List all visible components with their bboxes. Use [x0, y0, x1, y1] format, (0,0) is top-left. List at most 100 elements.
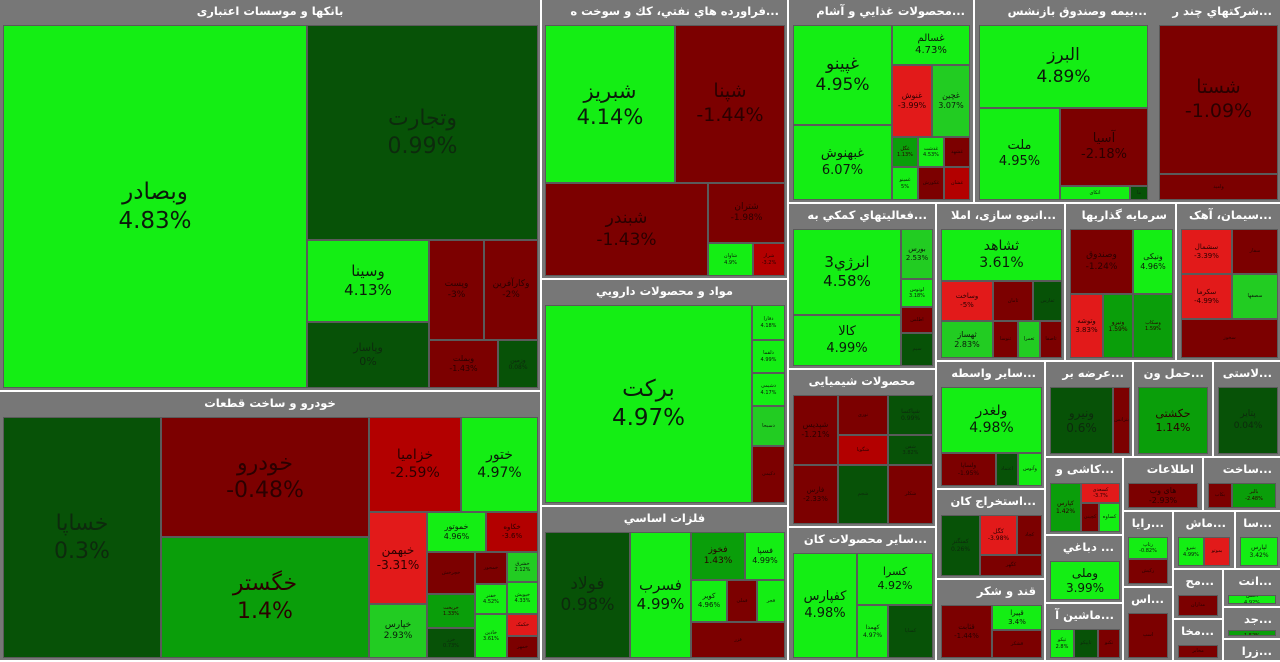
- stock-tile[interactable]: فسپا 4.99%: [745, 532, 785, 580]
- stock-tile[interactable]: غکورش: [918, 167, 944, 200]
- sector-title[interactable]: ...ماش: [1185, 516, 1226, 530]
- sector-title[interactable]: خودرو و ساخت قطعات: [204, 396, 336, 410]
- stock-tile[interactable]: خگستر 1.4%: [161, 537, 369, 658]
- stock-tile[interactable]: رتاپ -0.82%: [1128, 537, 1168, 559]
- sector-title[interactable]: ... دباغي: [1062, 540, 1114, 554]
- stock-tile[interactable]: تکنو: [1098, 629, 1120, 658]
- stock-tile[interactable]: ثعمرا: [1018, 321, 1040, 358]
- stock-tile[interactable]: ثهساز 2.83%: [941, 321, 993, 358]
- stock-tile[interactable]: کگل -3.98%: [980, 515, 1017, 555]
- stock-tile[interactable]: خموتور 4.96%: [427, 512, 486, 552]
- sector-title[interactable]: ...جد: [1243, 612, 1272, 626]
- stock-tile[interactable]: کساپا: [888, 605, 933, 658]
- stock-tile[interactable]: وکارآفرین -2%: [484, 240, 538, 340]
- stock-tile[interactable]: نوری: [838, 395, 888, 435]
- stock-tile[interactable]: آسیا -2.18%: [1060, 108, 1148, 186]
- stock-tile[interactable]: تاپیکو: [1074, 629, 1098, 658]
- stock-tile[interactable]: سیم: [901, 333, 933, 366]
- sector-title[interactable]: ...شرکتهاي چند ر: [1172, 4, 1272, 18]
- sector-title[interactable]: ...انبوه سازی، املا: [950, 208, 1056, 222]
- stock-tile[interactable]: دفارا 4.18%: [752, 305, 785, 340]
- stock-tile[interactable]: لوتوس 3.18%: [901, 279, 933, 307]
- stock-tile[interactable]: قثابت -1.44%: [941, 605, 992, 658]
- stock-tile[interactable]: شپنا -1.44%: [675, 25, 785, 183]
- stock-tile[interactable]: حکشتی 1.14%: [1138, 387, 1208, 454]
- sector-title[interactable]: محصولات شیمیایی: [808, 374, 916, 388]
- stock-tile[interactable]: غشان: [944, 167, 970, 200]
- stock-tile[interactable]: خزامیا -2.59%: [369, 417, 461, 512]
- sector-title[interactable]: ...حمل ون: [1143, 366, 1204, 380]
- stock-tile[interactable]: مخابر: [1178, 645, 1218, 658]
- stock-tile[interactable]: سفار: [1232, 229, 1278, 274]
- stock-tile[interactable]: سخوز: [1181, 319, 1278, 358]
- stock-tile[interactable]: خشرق 2.12%: [507, 552, 538, 582]
- stock-tile[interactable]: کسعدی -3.7%: [1081, 483, 1120, 503]
- stock-tile[interactable]: شپدیس -1.21%: [793, 395, 838, 465]
- stock-tile[interactable]: کساوه: [1099, 503, 1120, 532]
- stock-tile[interactable]: البرز 4.89%: [979, 25, 1148, 108]
- stock-tile[interactable]: فخوز 1.43%: [691, 532, 745, 580]
- stock-tile[interactable]: وپاسار 0%: [307, 322, 429, 388]
- stock-tile[interactable]: شستا -1.09%: [1159, 25, 1278, 174]
- stock-tile[interactable]: کفپارس 4.98%: [793, 553, 857, 658]
- stock-tile[interactable]: کالا 4.99%: [793, 315, 901, 366]
- stock-tile[interactable]: ونیرو 0.6%: [1050, 387, 1113, 454]
- stock-tile[interactable]: وپست -3%: [429, 240, 484, 340]
- stock-tile[interactable]: غمینو 5%: [892, 167, 918, 200]
- stock-tile[interactable]: وصندوق -1.24%: [1070, 229, 1133, 294]
- stock-tile[interactable]: خبهمن -3.31%: [369, 512, 427, 604]
- stock-tile[interactable]: کچینی: [1081, 503, 1099, 532]
- stock-tile[interactable]: وبصادر 4.83%: [3, 25, 307, 388]
- stock-tile[interactable]: خمحور: [475, 552, 507, 584]
- stock-tile[interactable]: کگهر: [980, 555, 1042, 576]
- stock-tile[interactable]: ثنوسا: [993, 321, 1018, 358]
- stock-tile[interactable]: فسرب 4.99%: [630, 532, 691, 658]
- stock-tile[interactable]: خساپا 0.3%: [3, 417, 161, 658]
- stock-tile[interactable]: وزمین 0.08%: [498, 340, 538, 388]
- stock-tile[interactable]: شفن 3.82%: [888, 435, 933, 465]
- stock-tile[interactable]: تپکو 2.8%: [1050, 629, 1074, 658]
- stock-tile[interactable]: اعتماد: [996, 453, 1018, 486]
- stock-tile[interactable]: پتایر 0.04%: [1218, 387, 1278, 454]
- stock-tile[interactable]: ونیکی 4.96%: [1133, 229, 1173, 294]
- stock-tile[interactable]: سشمال -3.39%: [1181, 229, 1232, 274]
- stock-tile[interactable]: خودرو -0.48%: [161, 417, 369, 537]
- sector-title[interactable]: ...ماشين آ: [1055, 608, 1114, 622]
- sector-title[interactable]: ...کاشی و: [1055, 462, 1114, 476]
- stock-tile[interactable]: کویر 4.96%: [691, 580, 727, 622]
- stock-tile[interactable]: ونیرو 1.59%: [1103, 294, 1133, 358]
- sector-title[interactable]: ...مح: [1185, 574, 1214, 588]
- stock-tile[interactable]: ثاصفا: [1040, 321, 1062, 358]
- stock-tile[interactable]: کمنگنز 0.26%: [941, 515, 980, 576]
- stock-tile[interactable]: وتجارت 0.99%: [307, 25, 538, 240]
- stock-tile[interactable]: غنوش -3.99%: [892, 65, 932, 137]
- stock-tile[interactable]: دلقما 4.99%: [752, 340, 785, 373]
- stock-tile[interactable]: غبهنوش 6.07%: [793, 125, 892, 200]
- sector-title[interactable]: ...فعالیتهاي کمکي به: [807, 208, 927, 222]
- sector-title[interactable]: ...ساخت: [1222, 462, 1272, 476]
- sector-title[interactable]: ...انت: [1238, 574, 1272, 588]
- stock-tile[interactable]: شپاکسا 0.99%: [888, 395, 933, 435]
- stock-tile[interactable]: دکیمی: [752, 446, 785, 503]
- stock-tile[interactable]: خفنر 4.52%: [475, 584, 507, 614]
- stock-tile[interactable]: کچاد: [1017, 515, 1042, 555]
- stock-tile[interactable]: وسکاب 1.59%: [1133, 294, 1173, 358]
- stock-tile[interactable]: خمهر: [507, 636, 538, 658]
- sector-title[interactable]: ...استخراج کان: [950, 494, 1036, 508]
- stock-tile[interactable]: فجر: [757, 580, 785, 622]
- sector-title[interactable]: ...محصولات غذايي و آشام: [816, 4, 965, 18]
- sector-title[interactable]: ...مخا: [1181, 624, 1214, 638]
- stock-tile[interactable]: وآتوس: [1018, 453, 1042, 486]
- sector-title[interactable]: ...لاستی: [1222, 366, 1272, 380]
- stock-tile[interactable]: غدشت 4.53%: [918, 137, 944, 167]
- stock-tile[interactable]: وساخت -5%: [941, 281, 993, 321]
- stock-tile[interactable]: ثشاهد 3.61%: [941, 229, 1062, 281]
- stock-tile[interactable]: دسبحا: [752, 406, 785, 446]
- sector-title[interactable]: فلزات اساسي: [623, 511, 706, 525]
- stock-tile[interactable]: سکرما -4.99%: [1181, 274, 1232, 319]
- stock-tile[interactable]: شکلر: [888, 465, 933, 524]
- stock-tile[interactable]: قپیرا 3.4%: [992, 605, 1042, 630]
- sector-title[interactable]: اطلاعات: [1146, 462, 1194, 476]
- sector-title[interactable]: ...ساير واسطه: [951, 366, 1036, 380]
- stock-tile[interactable]: شراز -3.2%: [753, 243, 785, 276]
